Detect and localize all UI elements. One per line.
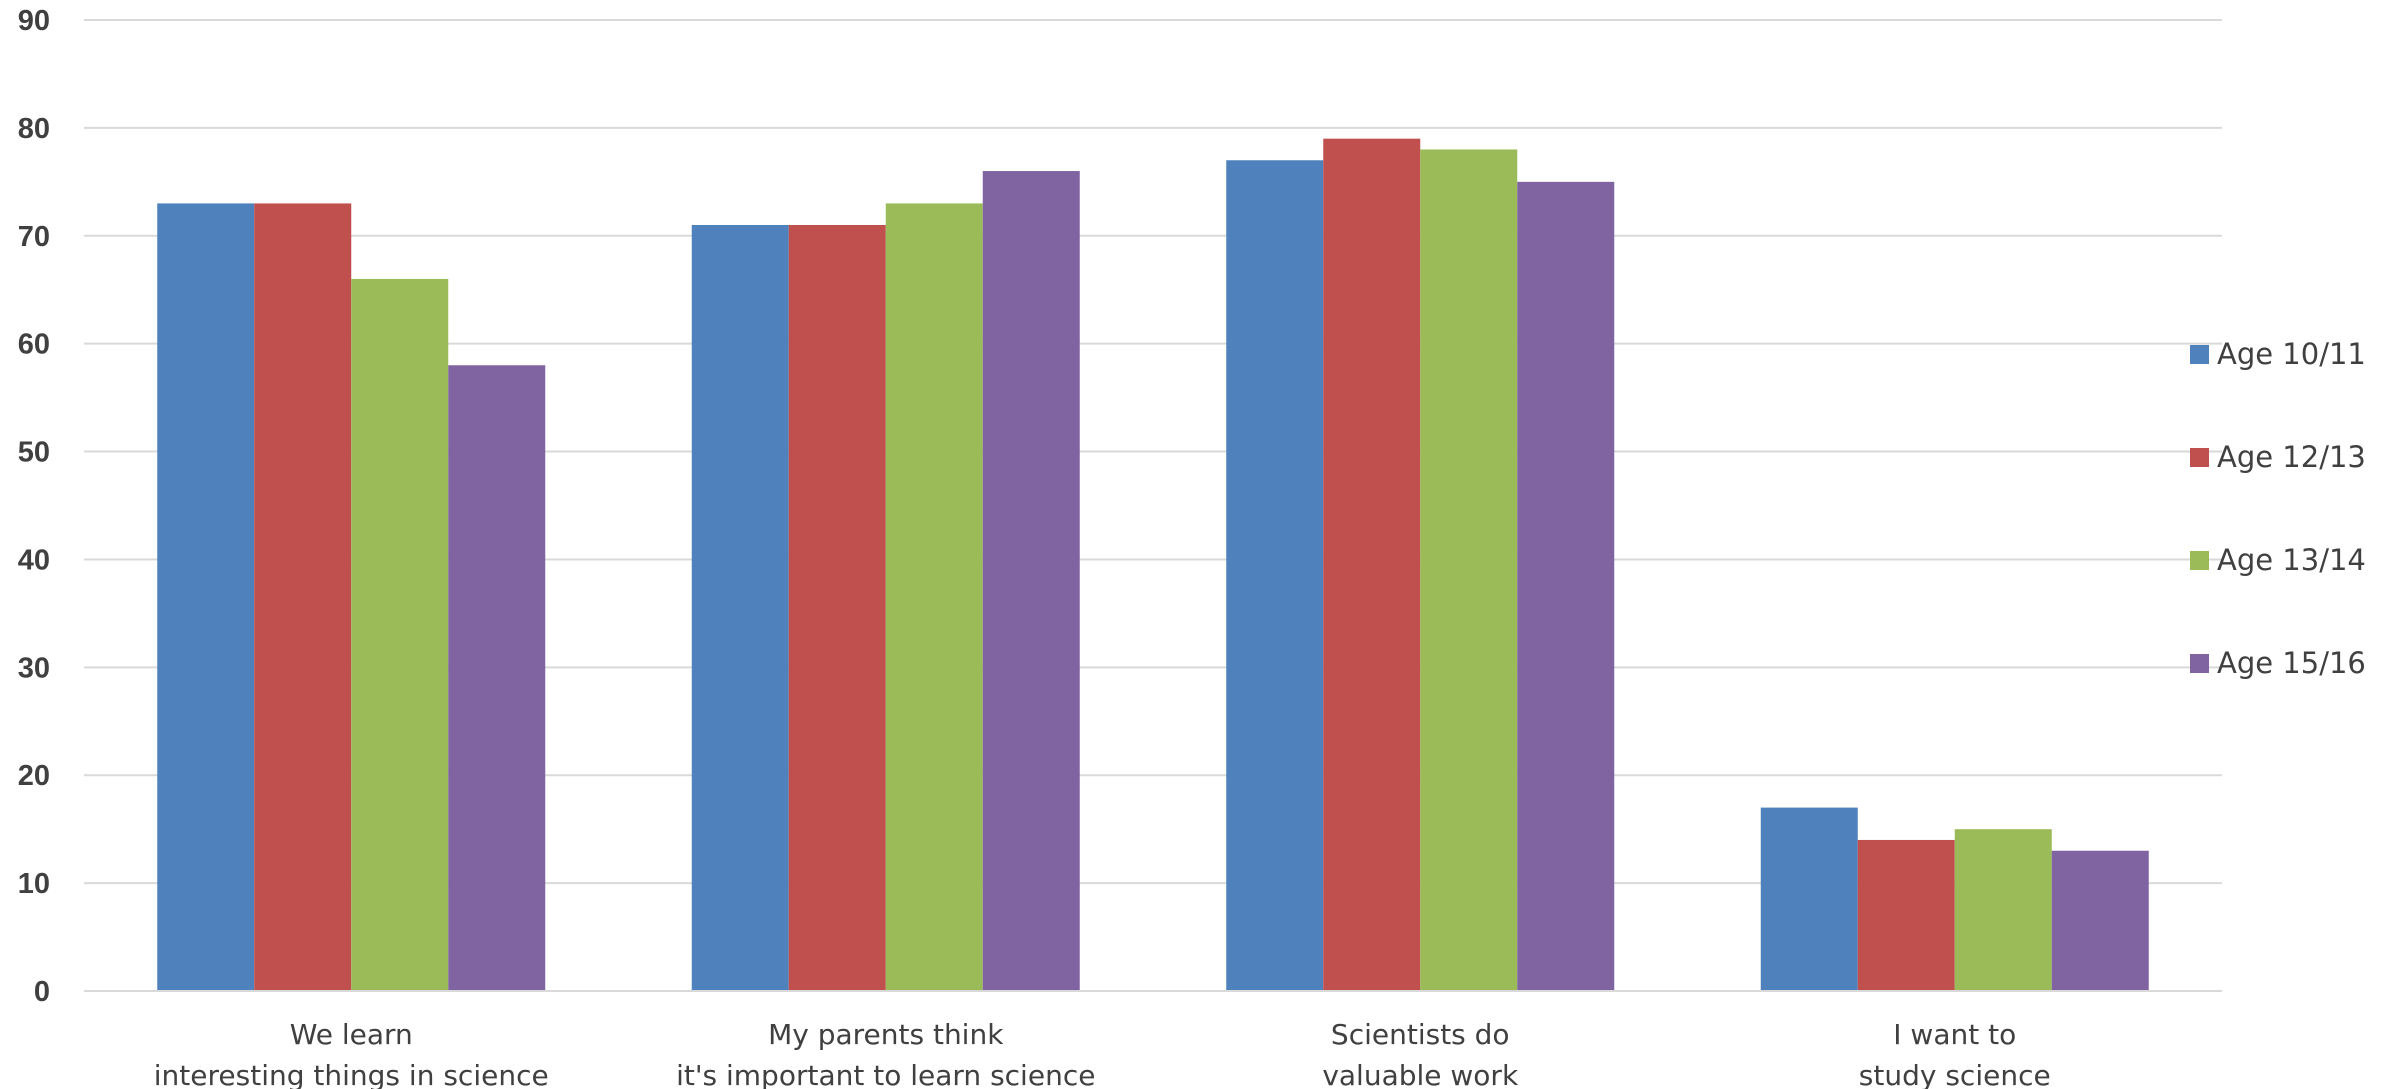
legend: Age 10/11 Age 12/13 Age 13/14 Age 15/16 xyxy=(2190,337,2366,680)
bar-3-2 xyxy=(885,203,983,991)
legend-swatch xyxy=(2190,345,2209,364)
bar-2-1 xyxy=(254,203,352,991)
y-tick-label: 20 xyxy=(18,760,50,792)
legend-swatch xyxy=(2190,448,2209,467)
y-tick-label: 40 xyxy=(18,544,50,576)
bar-2-2 xyxy=(788,224,886,991)
legend-swatch xyxy=(2190,654,2209,673)
y-tick-label: 60 xyxy=(18,329,50,361)
bar-4-3 xyxy=(1517,181,1615,992)
y-tick-label: 90 xyxy=(18,5,50,37)
axes: 0 10 20 30 40 50 60 70 80 90 We learn interesting t… xyxy=(18,5,2222,1089)
bars xyxy=(157,138,2149,992)
x-tick-label: it's important to learn science xyxy=(676,1059,1095,1089)
bar-2-3 xyxy=(1323,138,1421,991)
legend-label: Age 10/11 xyxy=(2217,337,2366,371)
y-tick-label: 50 xyxy=(18,437,50,469)
x-tick-label: study science xyxy=(1859,1059,2051,1089)
y-tick-label: 0 xyxy=(34,976,50,1008)
legend-label: Age 12/13 xyxy=(2217,440,2366,474)
bar-1-2 xyxy=(691,224,789,991)
bar-1-1 xyxy=(157,203,255,991)
bar-3-3 xyxy=(1420,149,1518,991)
legend-label: Age 13/14 xyxy=(2217,543,2366,577)
bar-3-1 xyxy=(351,278,449,991)
y-tick-label: 80 xyxy=(18,113,50,145)
legend-label: Age 15/16 xyxy=(2217,646,2366,680)
x-tick-label: valuable work xyxy=(1322,1059,1519,1089)
legend-swatch xyxy=(2190,551,2209,570)
bar-2-4 xyxy=(1857,839,1955,991)
bar-1-4 xyxy=(1760,807,1858,991)
y-tick-label: 30 xyxy=(18,652,50,684)
bar-4-1 xyxy=(448,365,546,991)
y-tick-label: 70 xyxy=(18,221,50,253)
x-tick-label: Scientists do xyxy=(1331,1018,1510,1051)
bar-4-4 xyxy=(2051,850,2149,991)
y-tick-label: 10 xyxy=(18,868,50,900)
x-tick-label: We learn xyxy=(290,1018,413,1051)
bar-3-4 xyxy=(1954,829,2052,991)
x-tick-label: interesting things in science xyxy=(154,1059,549,1089)
bar-4-2 xyxy=(982,171,1080,992)
x-tick-label: I want to xyxy=(1893,1018,2016,1051)
bar-1-3 xyxy=(1226,160,1324,991)
x-tick-label: My parents think xyxy=(768,1018,1004,1051)
